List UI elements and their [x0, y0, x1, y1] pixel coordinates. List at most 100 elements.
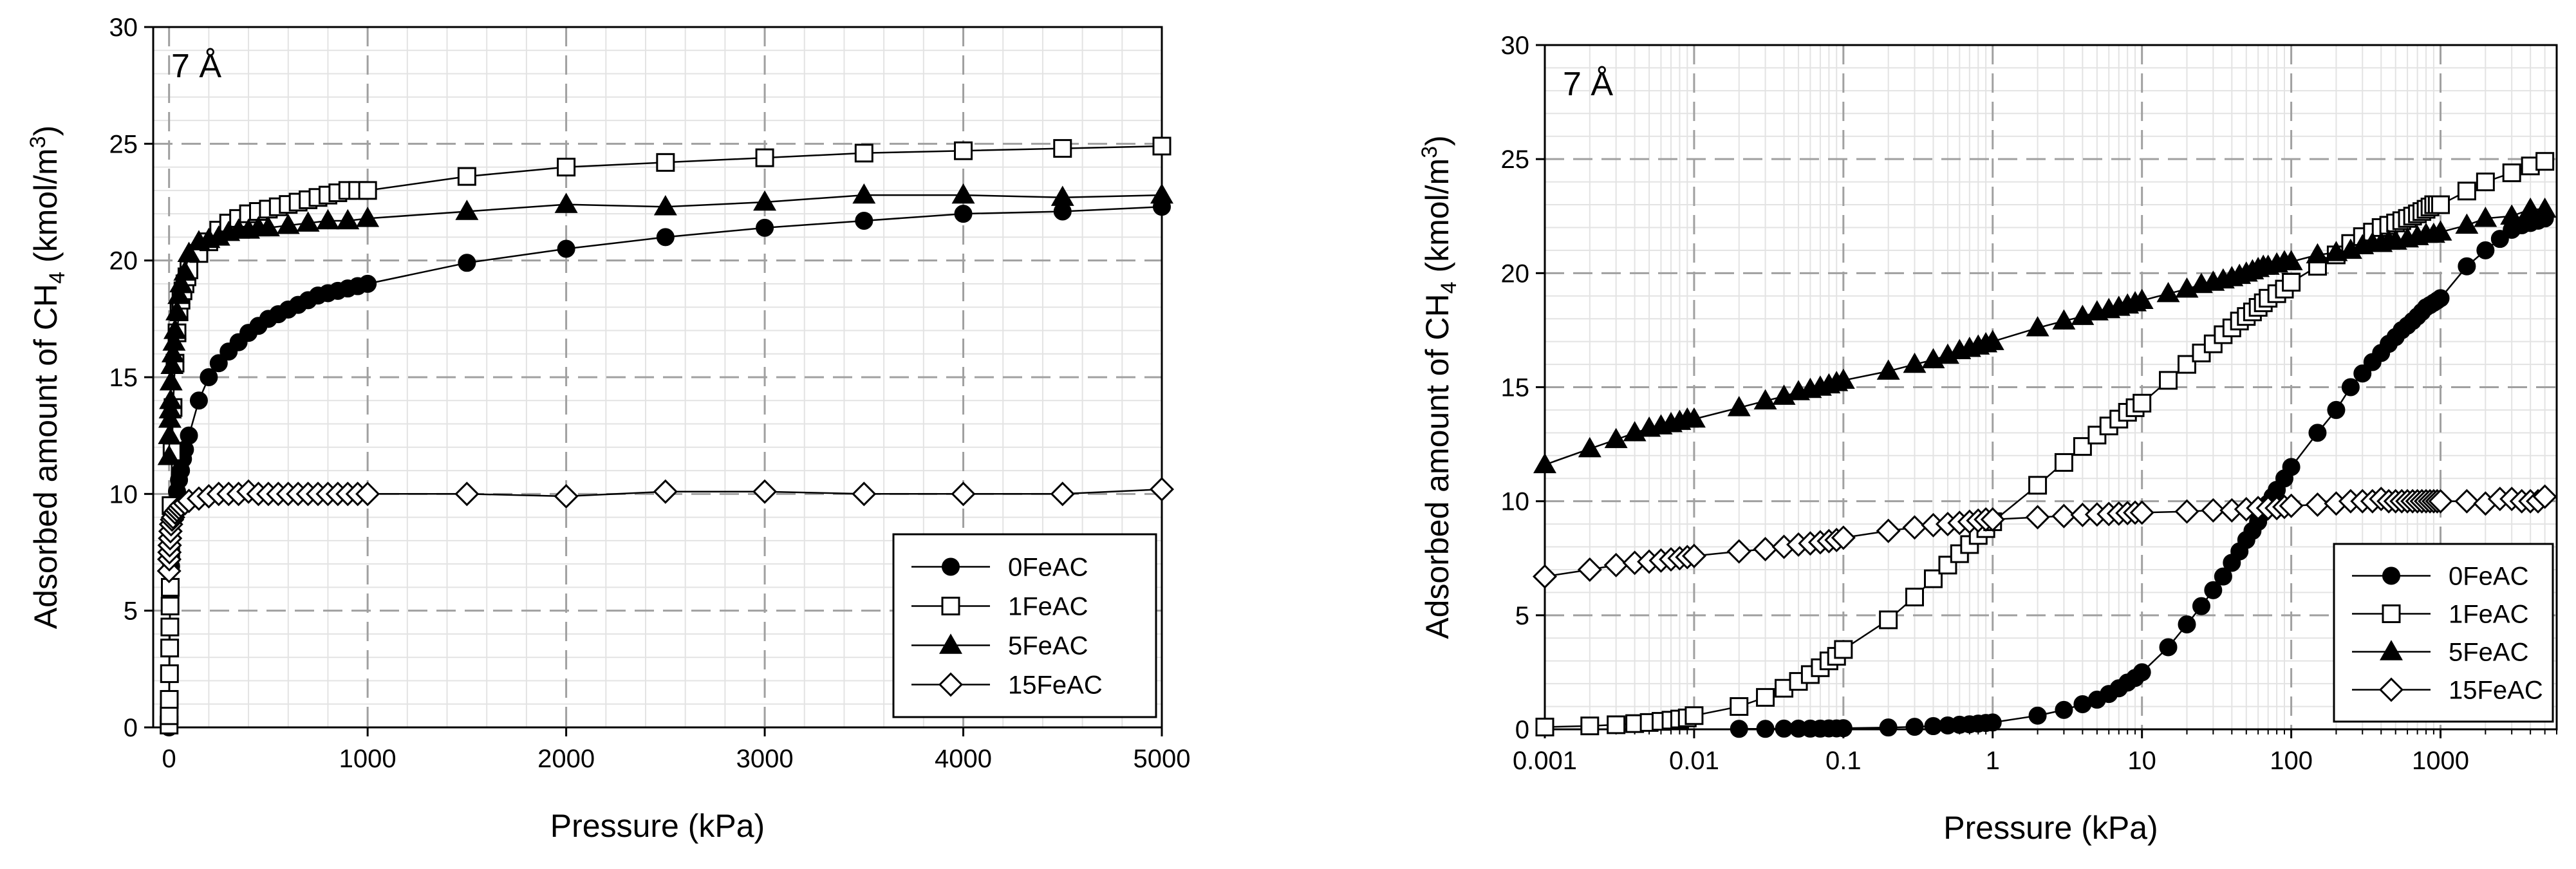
data-point [2341, 378, 2360, 397]
data-point [954, 205, 973, 223]
data-point [2129, 500, 2154, 525]
data-point [160, 706, 179, 725]
data-point [2130, 288, 2154, 310]
data-point [358, 181, 377, 200]
y-tick-label: 25 [109, 130, 138, 158]
data-point [554, 483, 579, 509]
data-point [1905, 587, 1924, 606]
data-point [951, 183, 975, 204]
right-panel-log: 0.001 0.01 0.1 1 10 100 1000 0 5 10 15 20 25 30 Pressu… [1417, 32, 2558, 846]
x-tick-label: 0 [162, 745, 176, 773]
data-point [1876, 359, 1900, 380]
y-axis-title-part: ) [1419, 135, 1455, 146]
data-point [1730, 720, 1748, 738]
x-tick-label: 10 [2127, 747, 2156, 775]
legend-marker [939, 633, 962, 654]
panel-label: 7 Å [1563, 66, 1613, 103]
series-0FeAC [1730, 209, 2554, 738]
data-point [1726, 539, 1751, 564]
series-5FeAC [157, 183, 1173, 465]
data-point [2028, 476, 2048, 495]
x-tick-label: 5000 [1134, 745, 1191, 773]
data-point [656, 228, 675, 247]
data-point [157, 445, 181, 465]
data-point [752, 479, 778, 504]
data-point [1834, 640, 1853, 659]
y-axis-title-part: Adsorbed amount of CH [1419, 294, 1455, 639]
x-axis-ticks: 0 1000 2000 3000 4000 5000 [162, 727, 1191, 773]
data-point [2204, 581, 2223, 599]
data-point [2279, 250, 2303, 270]
y-axis-title: Adsorbed amount of CH4 (kmol/m3) [26, 126, 70, 630]
data-point [1756, 687, 1775, 707]
data-point [359, 274, 377, 293]
data-point [1053, 139, 1072, 158]
data-point [160, 353, 184, 375]
data-point [2327, 400, 2346, 419]
data-point [2535, 152, 2555, 171]
data-point [653, 479, 678, 504]
data-point [1604, 427, 1628, 449]
legend: 0FeAC 1FeAC 5FeAC 15FeAC [892, 533, 1157, 718]
legend-item: 1FeAC [911, 593, 1088, 621]
data-point [160, 639, 180, 658]
legend-item: 1FeAC [2352, 601, 2529, 629]
data-point [2476, 241, 2495, 259]
data-point [160, 617, 180, 637]
data-point [169, 272, 193, 293]
legend-item: 0FeAC [2352, 563, 2529, 591]
y-tick-label: 15 [109, 364, 138, 392]
data-point [852, 183, 876, 204]
data-point [2025, 505, 2050, 530]
data-point [356, 207, 380, 227]
data-point [1903, 352, 1927, 373]
data-point [557, 239, 575, 258]
legend-item: 15FeAC [911, 671, 1103, 700]
legend-item: 0FeAC [911, 554, 1088, 582]
data-point [755, 148, 774, 167]
x-tick-label: 1 [1986, 747, 2000, 775]
legend-label: 5FeAC [1008, 632, 1088, 660]
data-point [1730, 697, 1749, 716]
legend-marker [941, 597, 960, 615]
legend-label: 0FeAC [2449, 563, 2529, 591]
data-point [854, 144, 873, 163]
legend-marker [2382, 604, 2401, 623]
y-tick-label: 0 [124, 714, 138, 742]
data-point [2051, 503, 2077, 528]
data-point [1603, 552, 1629, 577]
data-point [2353, 364, 2372, 383]
data-point [2458, 257, 2476, 276]
data-point [1983, 713, 2002, 732]
data-point [1981, 330, 2004, 350]
legend-label: 5FeAC [2449, 639, 2529, 667]
data-point [2159, 371, 2178, 390]
data-point [2305, 492, 2330, 518]
data-point [163, 319, 187, 339]
data-point [2159, 638, 2178, 657]
data-point [1834, 719, 1853, 738]
data-point [2429, 220, 2452, 241]
data-point [2454, 489, 2479, 514]
legend-label: 1FeAC [2449, 601, 2529, 629]
data-point [2073, 437, 2092, 456]
legend-box [2333, 543, 2554, 723]
y-tick-label: 30 [109, 14, 138, 42]
data-point [1879, 610, 1898, 630]
data-point [159, 389, 183, 409]
y-axis-title-part: Adsorbed amount of CH [28, 284, 64, 629]
data-point [557, 158, 576, 177]
data-point [316, 209, 340, 230]
data-point [167, 283, 191, 304]
y-tick-label: 10 [1501, 488, 1530, 516]
data-point [756, 218, 774, 237]
data-point [852, 481, 877, 507]
data-point [454, 481, 480, 507]
x-tick-label: 3000 [736, 745, 794, 773]
data-point [1876, 518, 1901, 543]
y-axis-title-part: (kmol/m [28, 148, 64, 272]
data-point [256, 216, 280, 237]
x-tick-label: 100 [2270, 747, 2313, 775]
x-tick-label: 4000 [935, 745, 992, 773]
data-point [209, 354, 228, 373]
